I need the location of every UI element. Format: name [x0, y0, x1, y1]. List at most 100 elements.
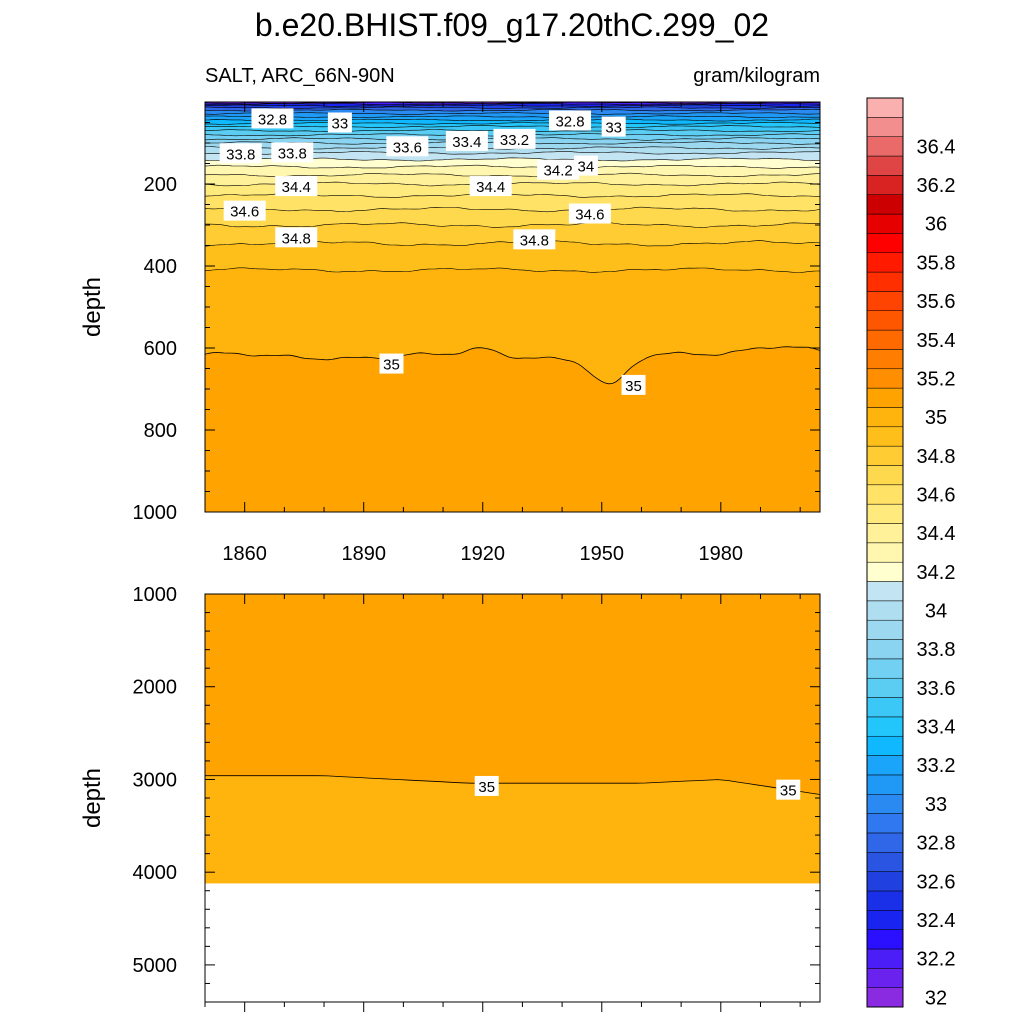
contour-label-box	[549, 110, 592, 131]
colorbar-box	[866, 697, 904, 718]
colorbar-label: 35.8	[917, 252, 956, 274]
contour-label-box	[223, 200, 266, 221]
colorbar-box	[866, 677, 904, 698]
colorbar-label: 33.2	[917, 755, 956, 777]
colorbar-label: 32.2	[917, 949, 956, 971]
upper-contour-label: 34.6	[568, 203, 611, 224]
upper-contour-label: 32.8	[549, 110, 592, 131]
upper-panel: 1860 1890 1920 1950 1980 200 400 600 800 1000 dept…	[79, 101, 821, 565]
contour-label-text: 35	[625, 378, 642, 395]
contour-label-text: 35	[478, 779, 495, 796]
colorbar-label: 32.6	[917, 871, 956, 893]
colorbar-label: 33.8	[917, 639, 956, 661]
colorbar-box	[866, 426, 904, 447]
lower-y-tick-label: 1000	[133, 584, 178, 606]
contour-line-34.6	[204, 206, 821, 213]
lower-contour-line-35	[205, 775, 821, 795]
lower-y-tick-label: 3000	[133, 769, 178, 791]
contour-line-34.7	[204, 222, 821, 228]
salinity-band-32.6	[205, 106, 820, 112]
colorbar-label: 35.2	[917, 368, 956, 390]
colorbar-box	[866, 639, 904, 660]
contour-label-text: 35	[383, 357, 400, 374]
colorbar-box	[866, 233, 904, 253]
salinity-band-34.5	[205, 193, 820, 212]
contour-line-32.2	[204, 102, 821, 106]
colorbar-label: 33.6	[917, 678, 956, 700]
contour-label-box	[445, 130, 488, 151]
contour-label-box	[537, 159, 580, 180]
colorbar-label: 33	[925, 794, 947, 816]
contour-label-box	[327, 112, 352, 133]
colorbar-box	[866, 503, 904, 524]
upper-contour-label: 32.8	[251, 108, 294, 129]
contour-label-box	[275, 176, 318, 197]
contour-label-text: 32.8	[258, 111, 287, 128]
salinity-band-34.9	[205, 267, 820, 384]
contour-line-33.2	[204, 118, 821, 122]
upper-contour-label: 33.8	[271, 142, 314, 163]
contour-label-text: 33.2	[500, 132, 529, 149]
lower-y-axis-label: depth	[79, 768, 106, 828]
colorbar-box	[866, 542, 904, 563]
contour-label-text: 34	[578, 159, 595, 176]
contour-label-box	[219, 143, 262, 164]
colorbar-box	[866, 619, 904, 640]
lower-contour-label: 35	[474, 775, 499, 796]
contour-line-33.1	[205, 115, 820, 118]
colorbar-box	[866, 407, 904, 428]
contour-label-text: 33.8	[226, 146, 255, 163]
salinity-band-33.9	[205, 146, 820, 155]
variable-region-label: SALT, ARC_66N-90N	[205, 65, 395, 87]
upper-y-tick-label: 1000	[133, 502, 178, 524]
colorbar-box	[866, 987, 904, 1008]
salinity-band-33.1	[205, 115, 820, 122]
upper-contour-label: 33.4	[445, 130, 488, 151]
salinity-band-34.7	[205, 222, 820, 247]
upper-contour-label: 35	[621, 374, 646, 395]
contour-line-32.4	[204, 104, 820, 107]
colorbar-box	[866, 271, 904, 292]
contour-label-box	[379, 353, 404, 374]
colorbar-box	[866, 252, 904, 273]
colorbar-box	[866, 968, 904, 988]
upper-contour-label: 34.6	[223, 200, 266, 221]
colorbar-box	[866, 581, 904, 602]
contour-label-text: 32.8	[555, 113, 584, 130]
contour-line-34.2	[204, 164, 821, 169]
upper-x-tick-label: 1860	[222, 543, 267, 565]
upper-y-tick-label: 400	[144, 256, 177, 278]
lower-y-tick-label: 2000	[133, 677, 178, 699]
lower-y-tick-label: 4000	[133, 862, 178, 884]
colorbar-box	[866, 832, 904, 853]
contour-label-box	[493, 128, 536, 149]
colorbar-label: 35.4	[917, 330, 956, 352]
contour-line-34.9	[204, 267, 821, 273]
colorbar-box	[866, 890, 904, 911]
colorbar-box	[866, 349, 904, 370]
contour-label-box	[776, 779, 801, 800]
upper-contour-label: 34.4	[275, 176, 318, 197]
contour-line-33	[204, 112, 821, 115]
colorbar-label: 32.4	[917, 910, 956, 932]
colorbar-label: 35	[925, 407, 947, 429]
contour-label-text: 34.8	[282, 230, 311, 247]
contour-label-box	[386, 136, 429, 157]
contour-label-text: 34.6	[230, 204, 259, 221]
salinity-band-34.1	[205, 157, 820, 169]
contour-label-text: 34.2	[544, 163, 573, 180]
colorbar-box	[866, 735, 904, 756]
contour-label-box	[271, 142, 314, 163]
colorbar-label: 36.4	[917, 136, 956, 158]
colorbar-box	[866, 523, 904, 544]
contour-label-text: 34.4	[476, 179, 505, 196]
lower-band-below-35	[205, 775, 820, 884]
colorbar-label: 35.6	[917, 291, 956, 313]
upper-contour-label: 34.8	[275, 227, 318, 248]
upper-contour-label: 34.4	[469, 176, 512, 197]
colorbar-box	[866, 136, 904, 157]
salinity-band-34	[205, 151, 820, 161]
upper-y-tick-label: 800	[144, 420, 177, 442]
contour-label-box	[474, 775, 499, 796]
